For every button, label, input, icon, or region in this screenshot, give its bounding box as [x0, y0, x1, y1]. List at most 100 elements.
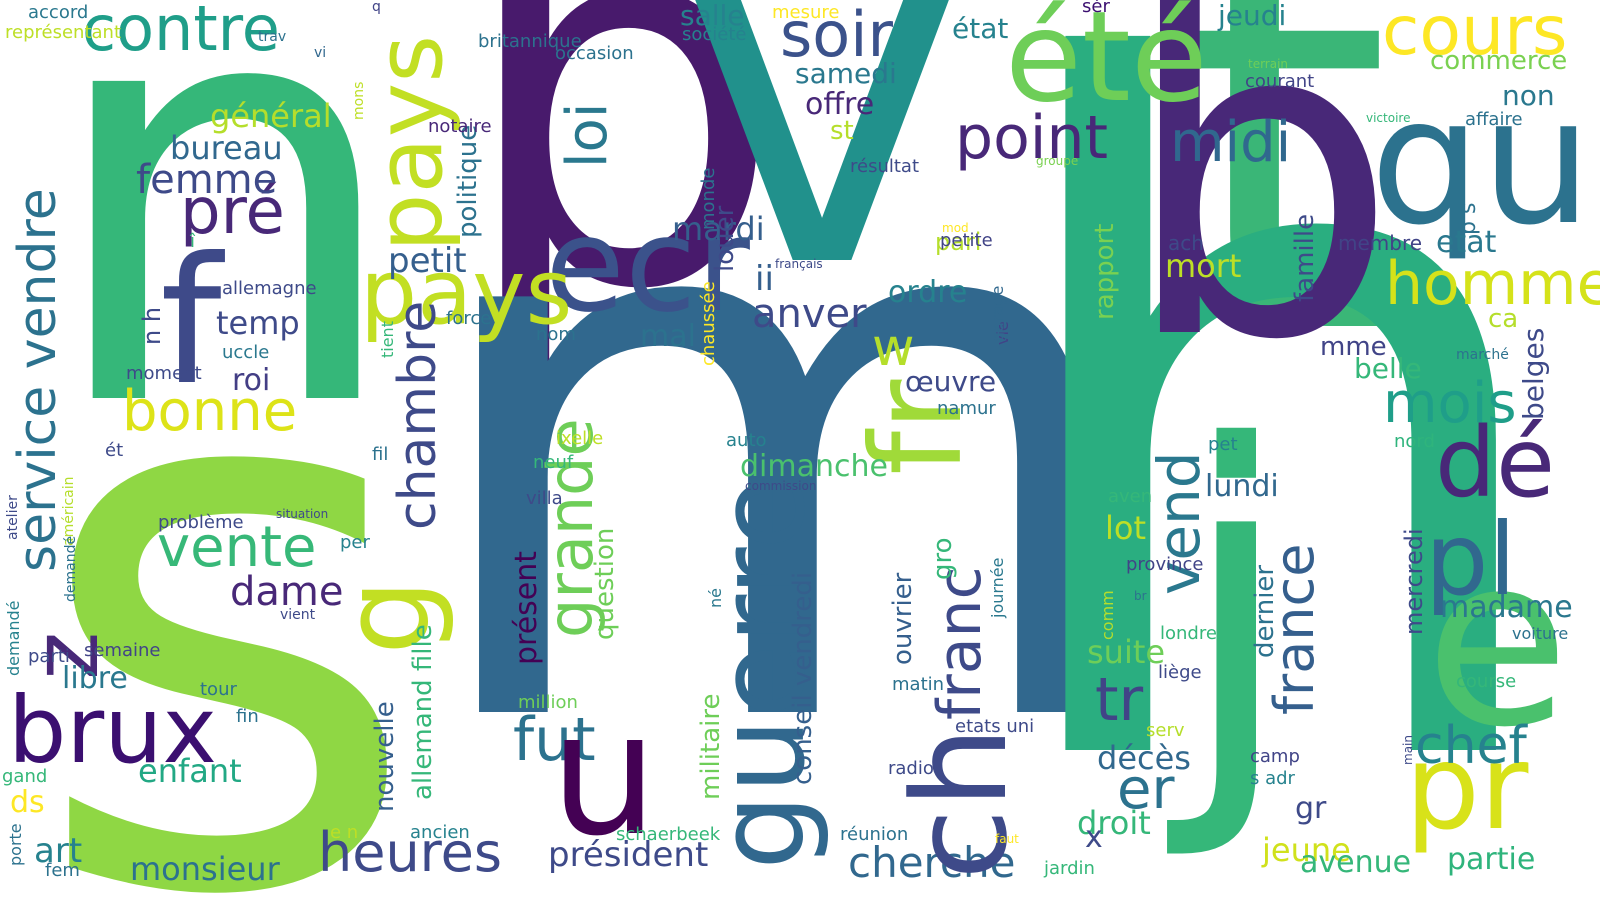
word: semaine [84, 640, 161, 661]
word: midi [1170, 110, 1292, 175]
word: e [1425, 506, 1570, 779]
word: sér [1082, 0, 1110, 17]
word: voiture [1512, 624, 1569, 643]
word: mal [640, 319, 696, 354]
word: ach [1168, 231, 1204, 255]
word: chef [1415, 716, 1527, 776]
word: présent [509, 550, 544, 665]
word: n h [138, 306, 166, 345]
word: britannique [478, 31, 582, 52]
word: occasion [555, 43, 634, 64]
word: force [446, 308, 492, 329]
word: gro [928, 537, 958, 580]
word: notaire [428, 116, 492, 137]
word: neuf [533, 452, 574, 473]
word: w [872, 318, 915, 378]
word: dimanche [740, 449, 888, 484]
word: roi [232, 363, 271, 398]
word: terrain [1248, 57, 1289, 71]
word: br [1134, 589, 1147, 603]
word: u [550, 676, 658, 874]
word: trav [258, 29, 287, 45]
word: monsieur [130, 850, 280, 888]
word: ixelle [556, 428, 604, 449]
word: ordre [888, 275, 968, 310]
word: conseil vendredi [788, 571, 818, 785]
word: etats uni [955, 716, 1035, 737]
word: ds [10, 785, 45, 820]
word: général [210, 97, 332, 135]
word: dé [1435, 407, 1555, 519]
word: petite [940, 230, 993, 251]
word: brux [8, 677, 217, 784]
word: allemagne [222, 278, 317, 299]
word: garage [988, 285, 1007, 342]
word: pays [356, 34, 463, 252]
word: journée [988, 557, 1007, 619]
word: soir [780, 0, 893, 71]
word: q [372, 0, 381, 15]
word: commission [745, 479, 817, 493]
word: porte [6, 823, 25, 866]
word: belges [1517, 327, 1550, 420]
word: e n [330, 822, 359, 843]
word: né [706, 588, 725, 608]
word: mesure [772, 2, 840, 23]
word: nom [536, 324, 576, 345]
word: franc [925, 566, 995, 720]
word: pet [1208, 434, 1238, 455]
word: fil [372, 444, 389, 465]
word: pari [935, 228, 982, 256]
word: jeune [1262, 831, 1351, 869]
word: allemand fille [408, 624, 438, 800]
word: temp [216, 304, 300, 342]
word: ca [1488, 304, 1519, 334]
word: demandé [4, 600, 23, 676]
word: jardin [1044, 858, 1095, 879]
word: chaussée [698, 281, 719, 366]
word: nouvelle [370, 701, 400, 812]
word: tr [1095, 665, 1144, 735]
word: per [340, 532, 370, 553]
word: bureau [170, 129, 283, 167]
word: gand [2, 766, 48, 787]
word: cours [1382, 0, 1568, 71]
word: question [590, 527, 620, 640]
word: heures [318, 821, 503, 884]
word: h [980, 0, 1576, 900]
word: mois [1383, 371, 1517, 436]
word: mercredi [1400, 528, 1428, 635]
word: suite [1087, 633, 1166, 671]
word: affaire [1465, 109, 1523, 130]
word: villa [526, 488, 563, 509]
word: nord [1394, 431, 1435, 452]
word: main [1401, 735, 1415, 765]
word: lundi [1205, 469, 1279, 504]
word: j [1175, 354, 1298, 866]
word: offre [805, 87, 875, 122]
word: qu [1370, 61, 1592, 264]
word: famille [1290, 213, 1320, 302]
word: lot [1105, 509, 1147, 547]
word: moment [126, 363, 202, 384]
word: chambre [388, 300, 448, 530]
word: p s [1456, 202, 1481, 235]
word: ouvrier [888, 572, 918, 665]
word: dame [230, 569, 344, 615]
word: avenue [1300, 845, 1412, 880]
word: atelier [5, 495, 21, 540]
word: enfant [138, 752, 242, 790]
word: v [680, 0, 965, 374]
word: uccle [222, 342, 270, 363]
word: ancien [410, 822, 470, 843]
word: b [1120, 0, 1400, 436]
word: er [1117, 757, 1175, 822]
word: situation [276, 507, 329, 521]
word: ii [755, 259, 774, 299]
word: s adr [1250, 768, 1295, 789]
word: province [1126, 554, 1204, 575]
word: x [1085, 820, 1103, 855]
word: s [28, 178, 424, 900]
word: œuvre [905, 365, 997, 398]
